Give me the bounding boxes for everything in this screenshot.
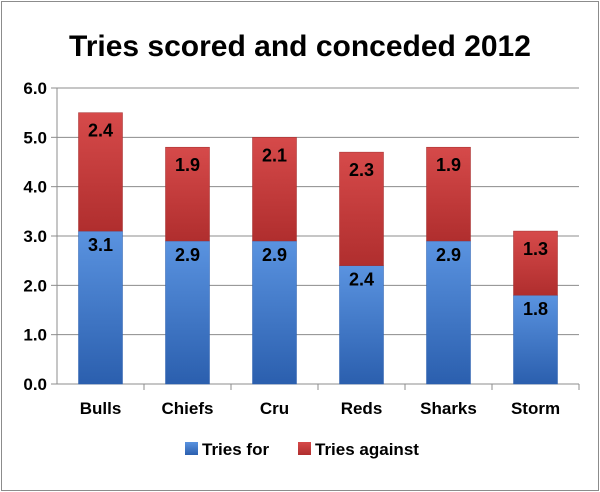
data-labels: 3.1 2.4 2.9 1.9 2.9 2.1 2.4 2.3 2.9 1.9 1.8 1.3: [88, 121, 548, 320]
data-label: 1.9: [436, 155, 461, 175]
y-tick-label: 0.0: [23, 375, 47, 394]
x-category-label: Sharks: [420, 399, 477, 418]
legend: Tries for Tries against: [185, 440, 419, 459]
legend-swatch: [298, 442, 311, 455]
bar-tries-against: [339, 151, 384, 266]
data-label: 2.9: [436, 245, 461, 265]
x-category-label: Cru: [260, 399, 289, 418]
data-label: 2.1: [262, 145, 287, 165]
x-category-label: Reds: [341, 399, 383, 418]
bar-tries-for: [252, 240, 297, 385]
x-category-label: Bulls: [80, 399, 122, 418]
legend-swatch: [185, 442, 198, 455]
y-tick-label: 1.0: [23, 326, 47, 345]
data-label: 2.4: [88, 121, 113, 141]
data-label: 2.9: [175, 245, 200, 265]
y-tick-label: 2.0: [23, 276, 47, 295]
gridlines: [57, 87, 579, 336]
data-label: 2.3: [349, 160, 374, 180]
bar-tries-for: [339, 265, 384, 385]
x-category-label: Storm: [511, 399, 560, 418]
legend-label: Tries against: [315, 440, 419, 459]
bars: [78, 112, 558, 385]
data-label: 2.4: [349, 270, 374, 290]
bar-tries-for: [426, 240, 471, 385]
y-tick-label: 4.0: [23, 178, 47, 197]
x-category-label: Chiefs: [162, 399, 214, 418]
bar-tries-against: [513, 230, 558, 296]
bar-tries-against: [165, 146, 210, 242]
data-label: 1.8: [523, 299, 548, 319]
bar-tries-for: [78, 230, 123, 385]
y-tick-label: 6.0: [23, 79, 47, 98]
bar-tries-for: [165, 240, 210, 385]
data-label: 1.9: [175, 155, 200, 175]
y-tick-label: 3.0: [23, 227, 47, 246]
chart-title: Tries scored and conceded 2012: [69, 30, 531, 63]
y-tick-label: 5.0: [23, 128, 47, 147]
data-label: 1.3: [523, 239, 548, 259]
axes: 0.0 1.0 2.0 3.0 4.0 5.0 6.0 Bulls Chiefs Cru Reds S…: [23, 79, 580, 418]
data-label: 3.1: [88, 235, 113, 255]
bar-tries-against: [426, 146, 471, 242]
bar-tries-against: [78, 112, 123, 232]
bar-tries-for: [513, 294, 558, 385]
legend-label: Tries for: [202, 440, 269, 459]
bar-tries-against: [252, 137, 297, 242]
data-label: 2.9: [262, 245, 287, 265]
